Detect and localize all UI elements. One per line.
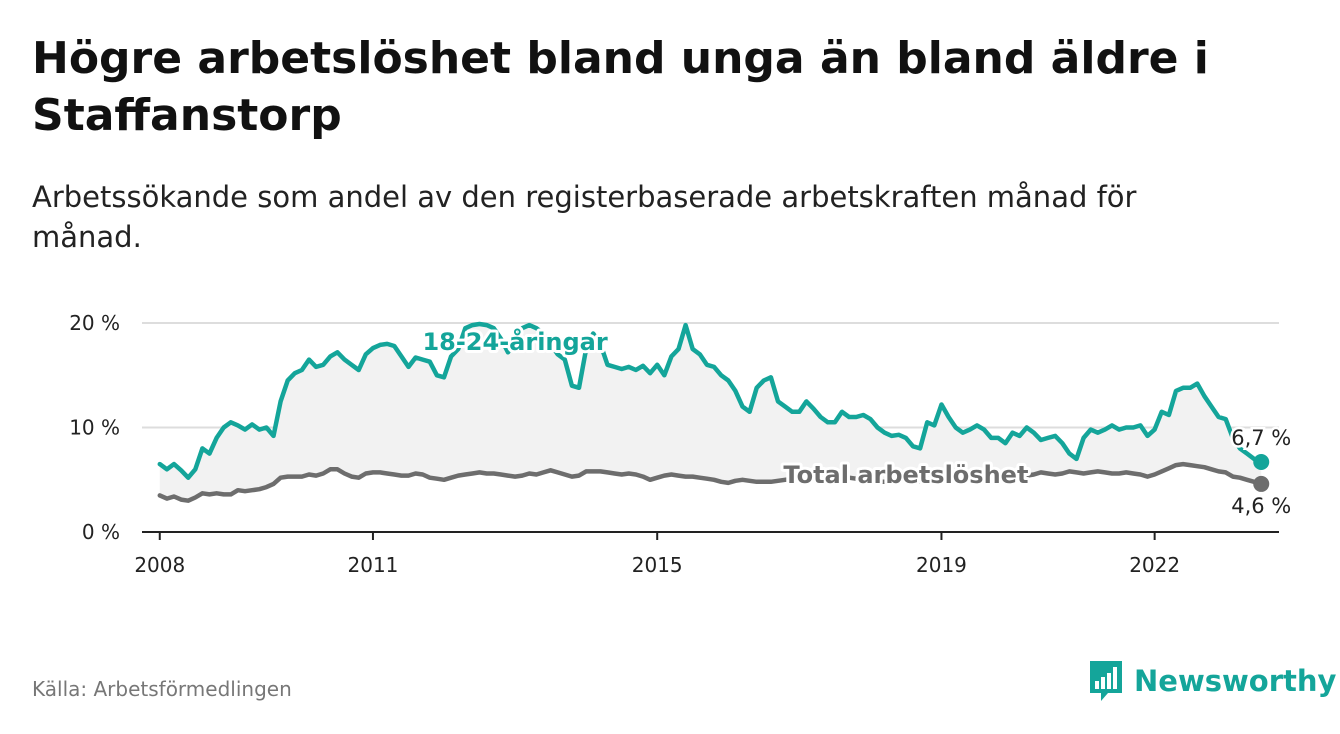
chart-subtitle: Arbetssökande som andel av den registerb… [32,180,1137,254]
total-series-end-point [1253,475,1270,492]
line-chart: 0 % 10 % 20 % 2008 2011 2015 2019 2022 18-24-år… [69,311,1294,577]
x-tick-label: 2011 [348,553,399,577]
range-band [159,324,1262,501]
x-tick-label: 2008 [134,553,185,577]
y-tick-label: 10 % [69,416,120,440]
youth-series-line [157,321,1264,480]
total-series-line [157,461,1264,503]
x-tick-label: 2022 [1129,553,1180,577]
y-tick-label: 20 % [69,311,120,335]
brand-name: Newsworthy [1134,664,1337,698]
x-tick-label: 2019 [916,553,967,577]
newsworthy-logo[interactable]: Newsworthy [1088,659,1336,703]
end-label-total: 4,6 % [1231,494,1291,518]
bar-chart-icon [1090,661,1122,701]
source-note: Källa: Arbetsförmedlingen [32,677,292,701]
series-label-youth: 18-24-åringar [422,327,607,356]
chart-title: Högre arbetslöshet bland unga än bland ä… [32,33,1209,141]
series-label-total: Total arbetslöshet [783,461,1028,489]
y-tick-label: 0 % [82,520,120,544]
x-tick-label: 2015 [632,553,683,577]
youth-series-end-point [1253,453,1270,470]
end-label-youth: 6,7 % [1231,426,1291,450]
